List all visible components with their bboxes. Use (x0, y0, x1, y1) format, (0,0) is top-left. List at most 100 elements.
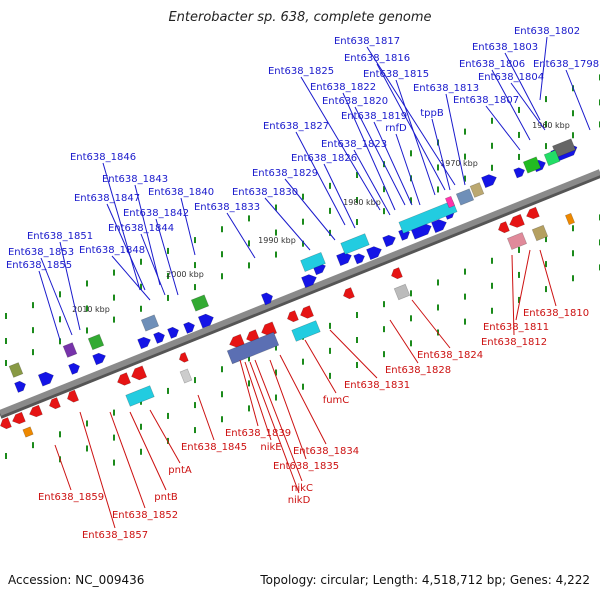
minus-strand-gene (131, 365, 148, 381)
grid-dot (491, 257, 493, 264)
minus-label-leader (79, 411, 116, 529)
grid-dot (248, 355, 250, 362)
plus-label-leader (284, 178, 336, 241)
genome-feature (8, 362, 24, 378)
tick-label: 2010 kbp (72, 305, 110, 314)
grid-dot (59, 291, 61, 298)
plus-strand-gene (92, 352, 106, 366)
grid-dot (86, 445, 88, 452)
minus-label-leader (109, 411, 146, 509)
grid-dot (329, 207, 331, 214)
grid-dot (572, 250, 574, 257)
plus-gene-label: Ent638_1826 (291, 153, 357, 164)
minus-gene-label: pntA (168, 465, 192, 476)
plus-gene-label: Ent638_1802 (514, 26, 580, 37)
plus-gene-label: Ent638_1833 (194, 202, 260, 213)
grid-dot (518, 131, 520, 138)
plus-gene-label: Ent638_1842 (123, 208, 189, 219)
grid-dot (329, 372, 331, 379)
plus-label-leader (155, 218, 179, 296)
plus-label-leader (180, 197, 196, 256)
minus-label-leader (515, 249, 531, 321)
plus-label-leader (38, 270, 61, 341)
plus-gene-label: Ent638_1804 (478, 72, 544, 83)
minus-gene-label: pntB (154, 492, 178, 503)
plus-gene-label: tppB (420, 108, 444, 119)
grid-dot (167, 272, 169, 279)
grid-dot (518, 106, 520, 113)
plus-gene-label: Ent638_1829 (252, 168, 318, 179)
plus-label-leader (491, 69, 531, 141)
grid-dot (437, 186, 439, 193)
genome-feature (291, 320, 321, 342)
plus-gene-label: Ent638_1819 (341, 111, 407, 122)
minus-gene-label: Ent638_1839 (225, 428, 291, 439)
minus-strand-gene (117, 372, 132, 386)
genome-feature (87, 333, 105, 351)
grid-dot (302, 193, 304, 200)
minus-strand-gene (261, 321, 278, 337)
minus-gene-label: Ent638_1811 (483, 322, 549, 333)
grid-dot (86, 420, 88, 427)
minus-gene-label: nikD (288, 495, 311, 506)
grid-dot (86, 305, 88, 312)
genome-feature (226, 331, 280, 365)
grid-dot (356, 172, 358, 179)
plus-label-leader (504, 52, 541, 121)
grid-dot (356, 337, 358, 344)
plus-gene-label: Ent638_1843 (102, 174, 168, 185)
grid-dot (410, 197, 412, 204)
genome-feature (393, 283, 411, 301)
plus-strand-gene (353, 253, 366, 265)
tick-label: 1980 kbp (343, 198, 381, 207)
plus-label-leader (134, 184, 161, 286)
plus-strand-gene (137, 336, 151, 350)
tick-label: 2000 kbp (166, 270, 204, 279)
plus-label-leader (565, 69, 591, 131)
plus-gene-label: Ent638_1815 (363, 69, 429, 80)
grid-dot (59, 338, 61, 345)
minus-label-leader (389, 319, 419, 364)
grid-dot (140, 448, 142, 455)
grid-dot (356, 362, 358, 369)
grid-dot (491, 282, 493, 289)
plus-label-leader (300, 76, 381, 211)
grid-dot (32, 327, 34, 334)
minus-gene-label: Ent638_1852 (112, 510, 178, 521)
grid-dot (113, 434, 115, 441)
genome-feature (340, 233, 370, 255)
genome-feature (125, 385, 155, 407)
tick-label: 1970 kbp (440, 159, 478, 168)
grid-dot (491, 307, 493, 314)
plus-strand-gene (513, 167, 526, 179)
plus-gene-label: Ent638_1851 (27, 231, 93, 242)
grid-dot (545, 96, 547, 103)
minus-label-leader (249, 361, 300, 494)
grid-dot (248, 215, 250, 222)
grid-dot (410, 150, 412, 157)
minus-label-leader (239, 359, 259, 427)
grid-dot (113, 294, 115, 301)
minus-strand-gene (178, 351, 189, 363)
grid-dot (32, 349, 34, 356)
grid-dot (275, 204, 277, 211)
grid-dot (329, 347, 331, 354)
minus-label-leader (539, 249, 557, 307)
grid-dot (5, 312, 7, 319)
minus-label-leader (244, 361, 272, 441)
grid-dot (59, 431, 61, 438)
grid-dot (437, 279, 439, 286)
grid-dot (248, 380, 250, 387)
minus-gene-label: fumC (323, 395, 350, 406)
plus-label-leader (395, 79, 436, 196)
grid-dot (464, 153, 466, 160)
plus-gene-label: Ent638_1807 (453, 95, 519, 106)
plus-label-leader (354, 106, 406, 206)
genome-feature (179, 368, 193, 384)
minus-gene-label: Ent638_1834 (293, 446, 359, 457)
plus-gene-label: Ent638_1820 (322, 96, 388, 107)
grid-dot (437, 164, 439, 171)
grid-dot (275, 394, 277, 401)
